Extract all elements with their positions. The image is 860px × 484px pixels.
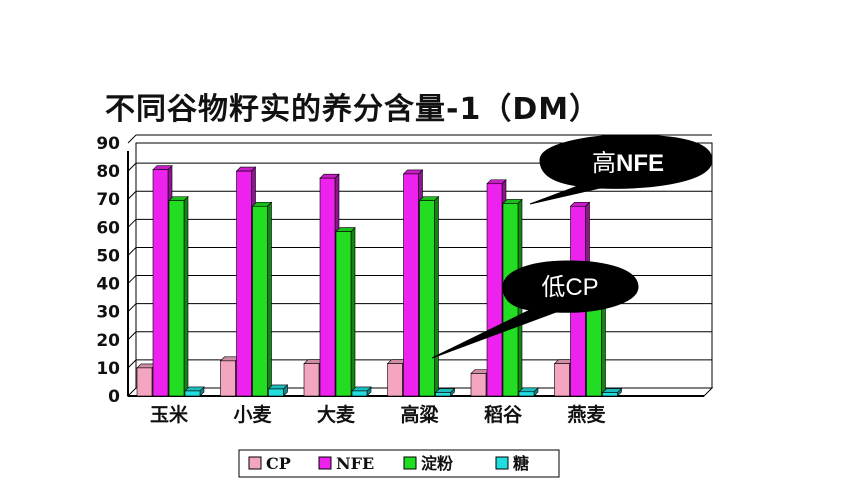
callout-high-nfe-bubble: [529, 134, 713, 205]
callout-low-cp-plain: 低: [541, 274, 565, 301]
x-category-label: 小麦: [233, 403, 272, 426]
x-category-label: 大麦: [317, 403, 356, 426]
bar-CP-稻谷: [470, 373, 487, 397]
category-labels: 玉米 小麦 大麦 高粱 稻谷 燕麦: [150, 403, 607, 426]
svg-text:低CP: 低CP: [541, 274, 598, 301]
y-tick-label: 0: [108, 387, 120, 407]
legend-label-糖: 糖: [513, 454, 529, 473]
legend-swatch-CP: [248, 456, 262, 470]
gridline-side: [127, 331, 137, 341]
bar-淀粉-小麦: [252, 205, 268, 397]
bar-糖-玉米: [184, 390, 201, 397]
y-tick-label: 70: [96, 190, 120, 210]
legend-swatch-NFE: [318, 456, 332, 470]
bar-NFE-高粱: [403, 173, 419, 397]
chart-title: 不同谷物籽实的养分含量-1（DM）: [105, 92, 601, 127]
callout-high-nfe-plain: 高: [592, 150, 616, 177]
bar-糖-燕麦: [602, 392, 618, 397]
bar-CP-大麦: [303, 363, 320, 397]
gridline-side: [127, 359, 137, 369]
y-tick-label: 10: [96, 359, 120, 379]
legend: CP NFE 淀粉 糖: [238, 449, 560, 478]
svg-text:高NFE: 高NFE: [592, 150, 664, 177]
gridline-side: [127, 134, 137, 144]
y-tick-labels: 0 10 20 30 40 50 60 70 80 90: [96, 134, 120, 407]
bar-淀粉-大麦: [335, 231, 352, 397]
callout-low-cp: 低CP: [431, 260, 639, 359]
bar-CP-玉米: [136, 367, 153, 397]
gridline-side: [127, 190, 137, 200]
legend-label-淀粉: 淀粉: [421, 454, 453, 473]
gridline-side: [127, 275, 137, 284]
bar-side: [350, 226, 356, 397]
bar-CP-燕麦: [554, 363, 570, 397]
bar-NFE-稻谷: [486, 183, 503, 397]
y-tick-label: 50: [96, 246, 120, 266]
bar-CP-小麦: [220, 360, 236, 397]
bar-side: [434, 195, 439, 397]
y-tick-label: 80: [96, 162, 120, 182]
callout-high-nfe-bold: NFE: [616, 150, 664, 177]
bar-淀粉-玉米: [168, 200, 185, 397]
bar-糖-小麦: [268, 388, 284, 397]
legend-swatch-糖: [495, 456, 509, 470]
x-category-label: 玉米: [150, 403, 189, 426]
bar-side: [267, 201, 272, 397]
y-tick-label: 20: [96, 331, 120, 351]
callout-low-cp-bold: CP: [565, 274, 598, 301]
gridline-side: [127, 247, 137, 256]
y-tick-label: 60: [96, 218, 120, 238]
bar-糖-高粱: [435, 392, 451, 397]
bar-NFE-玉米: [152, 169, 169, 397]
bar-NFE-小麦: [236, 170, 252, 397]
y-tick-label: 90: [96, 134, 120, 154]
bar-CP-高粱: [387, 363, 403, 397]
y-tick-label: 40: [96, 275, 120, 295]
bar-side: [183, 195, 189, 397]
legend-label-CP: CP: [266, 454, 291, 473]
x-category-label: 燕麦: [567, 403, 606, 426]
gridline-side: [127, 303, 137, 313]
bar-糖-稻谷: [518, 391, 535, 397]
gridline-side: [127, 162, 137, 172]
x-category-label: 高粱: [400, 403, 439, 426]
callout-high-nfe: 高NFE: [529, 134, 713, 205]
y-tick-label: 30: [96, 303, 120, 323]
bar-NFE-大麦: [319, 177, 336, 397]
gridline-side: [127, 218, 137, 228]
legend-swatch-淀粉: [403, 456, 417, 470]
legend-label-NFE: NFE: [336, 454, 374, 473]
x-category-label: 稻谷: [484, 403, 523, 426]
bar-糖-大麦: [351, 390, 368, 397]
callout-low-cp-bubble: [431, 260, 639, 359]
bar-淀粉-高粱: [419, 200, 435, 397]
